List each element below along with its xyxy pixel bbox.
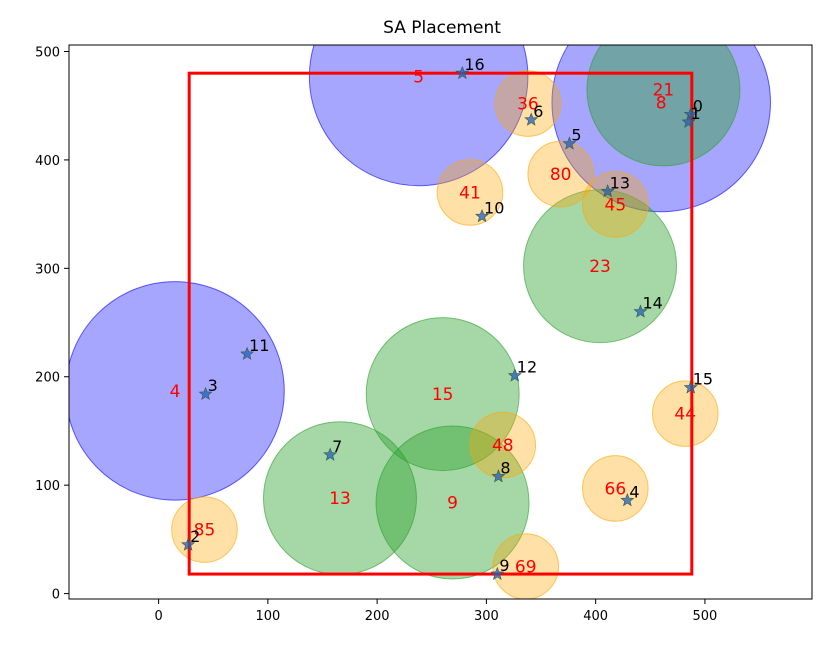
y-tick-label: 0 <box>52 588 60 603</box>
circle-label: 44 <box>674 405 696 425</box>
x-tick-label: 500 <box>693 609 718 624</box>
x-tick-label: 100 <box>255 609 280 624</box>
axes-frame <box>68 44 813 600</box>
point-marker-5 <box>562 136 577 150</box>
point-label: 0 <box>693 96 703 115</box>
point-label: 5 <box>571 126 581 145</box>
point-marker-0 <box>683 107 698 121</box>
circle-label: 15 <box>432 385 454 405</box>
point-marker-13 <box>600 184 615 198</box>
circle-green-15 <box>365 317 520 472</box>
circle-orange-69 <box>492 533 559 599</box>
point-marker-2 <box>181 537 196 551</box>
circle-label: 41 <box>459 183 481 203</box>
point-marker-16 <box>455 65 470 80</box>
circle-label: 66 <box>605 479 627 499</box>
placement-region <box>187 71 694 576</box>
point-label: 9 <box>499 556 509 575</box>
circle-label: 85 <box>194 521 216 541</box>
point-marker-3 <box>198 386 213 401</box>
point-marker-14 <box>633 304 648 318</box>
point-label: 6 <box>533 102 543 121</box>
circle-blue-4 <box>69 281 285 501</box>
point-marker-1 <box>681 114 696 128</box>
point-marker-7 <box>323 447 338 461</box>
y-tick-label: 100 <box>35 479 60 494</box>
point-marker-6 <box>524 112 539 126</box>
point-marker-4 <box>620 493 635 507</box>
point-label: 8 <box>500 458 510 477</box>
circle-blue-8 <box>551 45 771 213</box>
y-tick-label: 300 <box>35 262 60 277</box>
circle-orange-48 <box>469 411 537 479</box>
point-label: 4 <box>629 482 639 501</box>
circle-orange-66 <box>582 455 649 522</box>
point-label: 2 <box>190 527 200 546</box>
x-tick-label: 400 <box>583 609 608 624</box>
point-label: 11 <box>249 336 269 355</box>
point-marker-10 <box>475 208 489 223</box>
point-label: 1 <box>691 104 701 123</box>
point-marker-15 <box>683 380 698 394</box>
circle-orange-41 <box>436 159 504 226</box>
x-tick-label: 300 <box>474 609 499 624</box>
circle-orange-80 <box>527 140 594 208</box>
circle-label: 8 <box>656 93 667 113</box>
circle-label: 23 <box>589 257 611 277</box>
circle-orange-44 <box>651 380 719 447</box>
point-label: 3 <box>208 376 218 395</box>
circle-label: 36 <box>517 95 539 115</box>
circle-label: 48 <box>492 436 514 456</box>
point-label: 7 <box>332 437 342 456</box>
circle-label: 69 <box>515 557 537 577</box>
circle-label: 21 <box>653 80 675 100</box>
circle-label: 80 <box>550 165 572 185</box>
circle-label: 13 <box>329 489 351 509</box>
y-tick-label: 400 <box>35 154 60 169</box>
chart-title: SA Placement <box>383 18 501 38</box>
point-label: 12 <box>517 358 537 377</box>
circle-label: 45 <box>605 195 627 215</box>
point-marker-11 <box>240 346 255 360</box>
circle-green-21 <box>586 45 741 167</box>
point-label: 13 <box>610 173 630 192</box>
circle-green-9 <box>375 425 530 580</box>
circle-orange-45 <box>582 171 649 238</box>
x-tick-label: 200 <box>365 609 390 624</box>
point-marker-8 <box>491 469 506 483</box>
circle-label: 5 <box>413 67 424 87</box>
y-tick-label: 500 <box>35 46 60 61</box>
point-label: 14 <box>642 294 662 313</box>
y-tick-label: 200 <box>35 371 60 386</box>
point-label: 15 <box>693 370 713 389</box>
point-label: 10 <box>484 198 504 217</box>
circle-orange-36 <box>494 70 562 137</box>
circle-blue-5 <box>308 45 529 187</box>
point-marker-9 <box>490 566 505 580</box>
point-label: 16 <box>464 55 484 74</box>
circle-label: 4 <box>170 382 181 402</box>
point-marker-12 <box>507 368 522 382</box>
x-tick-label: 0 <box>154 609 162 624</box>
circle-label: 9 <box>447 494 458 514</box>
